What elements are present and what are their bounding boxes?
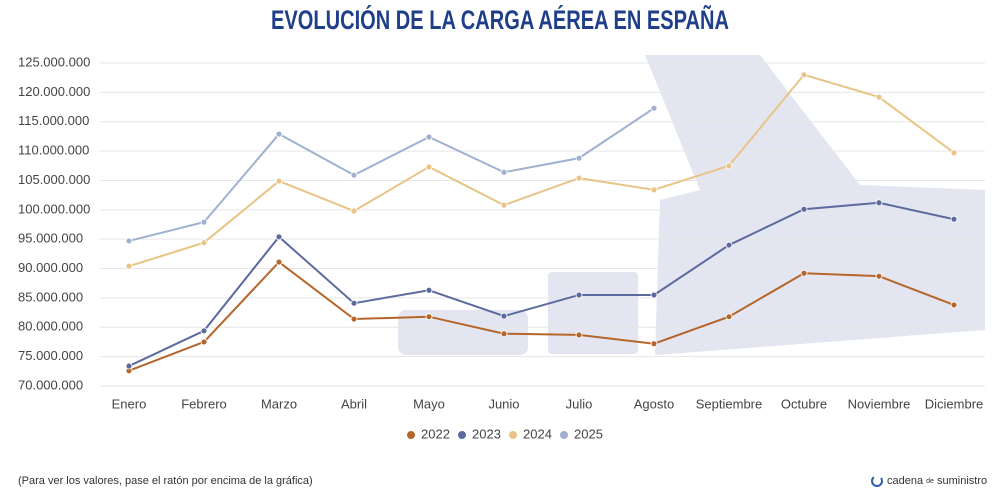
- data-point: [875, 199, 883, 207]
- brand: cadena de suministro: [887, 475, 987, 487]
- data-point: [575, 331, 583, 339]
- data-point: [650, 104, 658, 112]
- data-point: [650, 340, 658, 348]
- data-point: [200, 239, 208, 247]
- y-tick-label: 100.000.000: [18, 201, 90, 216]
- data-point: [500, 168, 508, 176]
- legend-marker: [407, 431, 415, 439]
- y-tick-label: 75.000.000: [18, 348, 83, 363]
- data-point: [275, 130, 283, 138]
- data-point: [500, 201, 508, 209]
- data-point: [575, 174, 583, 182]
- chart-title: EVOLUCIÓN DE LA CARGA AÉREA EN ESPAÑA: [271, 4, 729, 35]
- y-tick-label: 90.000.000: [18, 260, 83, 275]
- data-point: [275, 233, 283, 241]
- data-point: [200, 218, 208, 226]
- data-point: [875, 93, 883, 101]
- data-point: [950, 149, 958, 157]
- data-point: [575, 291, 583, 299]
- data-point: [950, 301, 958, 309]
- x-tick-label: Febrero: [181, 396, 227, 411]
- y-tick-label: 70.000.000: [18, 377, 83, 392]
- legend-marker: [458, 431, 466, 439]
- x-tick-label: Septiembre: [696, 396, 762, 411]
- x-tick-label: Enero: [112, 396, 147, 411]
- y-tick-label: 95.000.000: [18, 231, 83, 246]
- brand-icon: [871, 475, 883, 487]
- data-point: [350, 171, 358, 179]
- x-tick-label: Agosto: [634, 396, 674, 411]
- data-point: [500, 330, 508, 338]
- x-tick-label: Octubre: [781, 396, 827, 411]
- data-point: [575, 154, 583, 162]
- data-point: [725, 313, 733, 321]
- data-point: [800, 269, 808, 277]
- legend-label: 2025: [574, 426, 603, 441]
- airplane-watermark: [398, 55, 985, 355]
- series-line: [128, 73, 955, 268]
- data-point: [125, 362, 133, 370]
- series-line: [128, 260, 955, 372]
- data-point: [200, 338, 208, 346]
- y-tick-label: 110.000.000: [18, 143, 89, 158]
- legend-marker: [509, 431, 517, 439]
- series-line: [128, 107, 655, 242]
- x-tick-label: Marzo: [261, 396, 297, 411]
- data-point: [725, 241, 733, 249]
- legend-label: 2023: [472, 426, 501, 441]
- series-line: [128, 201, 955, 367]
- legend-label: 2022: [421, 426, 450, 441]
- y-tick-label: 120.000.000: [18, 84, 90, 99]
- data-point: [350, 299, 358, 307]
- data-point: [725, 162, 733, 170]
- data-point: [650, 291, 658, 299]
- y-tick-label: 80.000.000: [18, 319, 83, 334]
- data-point: [275, 258, 283, 266]
- data-point: [275, 177, 283, 185]
- footnote: (Para ver los valores, pase el ratón por…: [18, 475, 313, 487]
- data-point: [425, 313, 433, 321]
- data-point: [425, 163, 433, 171]
- x-tick-label: Junio: [488, 396, 519, 411]
- data-point: [800, 71, 808, 79]
- data-point: [425, 133, 433, 141]
- data-point: [875, 272, 883, 280]
- y-tick-label: 85.000.000: [18, 289, 83, 304]
- data-point: [350, 315, 358, 323]
- legend-marker: [560, 431, 568, 439]
- data-point: [800, 205, 808, 213]
- y-tick-label: 105.000.000: [18, 172, 90, 187]
- x-tick-label: Julio: [566, 396, 593, 411]
- x-tick-label: Mayo: [413, 396, 445, 411]
- x-tick-label: Diciembre: [925, 396, 984, 411]
- x-tick-label: Abril: [341, 396, 367, 411]
- data-point: [350, 207, 358, 215]
- legend-label: 2024: [523, 426, 552, 441]
- data-point: [200, 327, 208, 335]
- x-tick-label: Noviembre: [848, 396, 911, 411]
- data-point: [500, 312, 508, 320]
- data-point: [950, 215, 958, 223]
- data-point: [650, 186, 658, 194]
- data-point: [425, 286, 433, 294]
- y-tick-label: 125.000.000: [18, 54, 90, 69]
- data-point: [125, 262, 133, 270]
- data-point: [125, 237, 133, 245]
- y-tick-label: 115.000.000: [18, 113, 89, 128]
